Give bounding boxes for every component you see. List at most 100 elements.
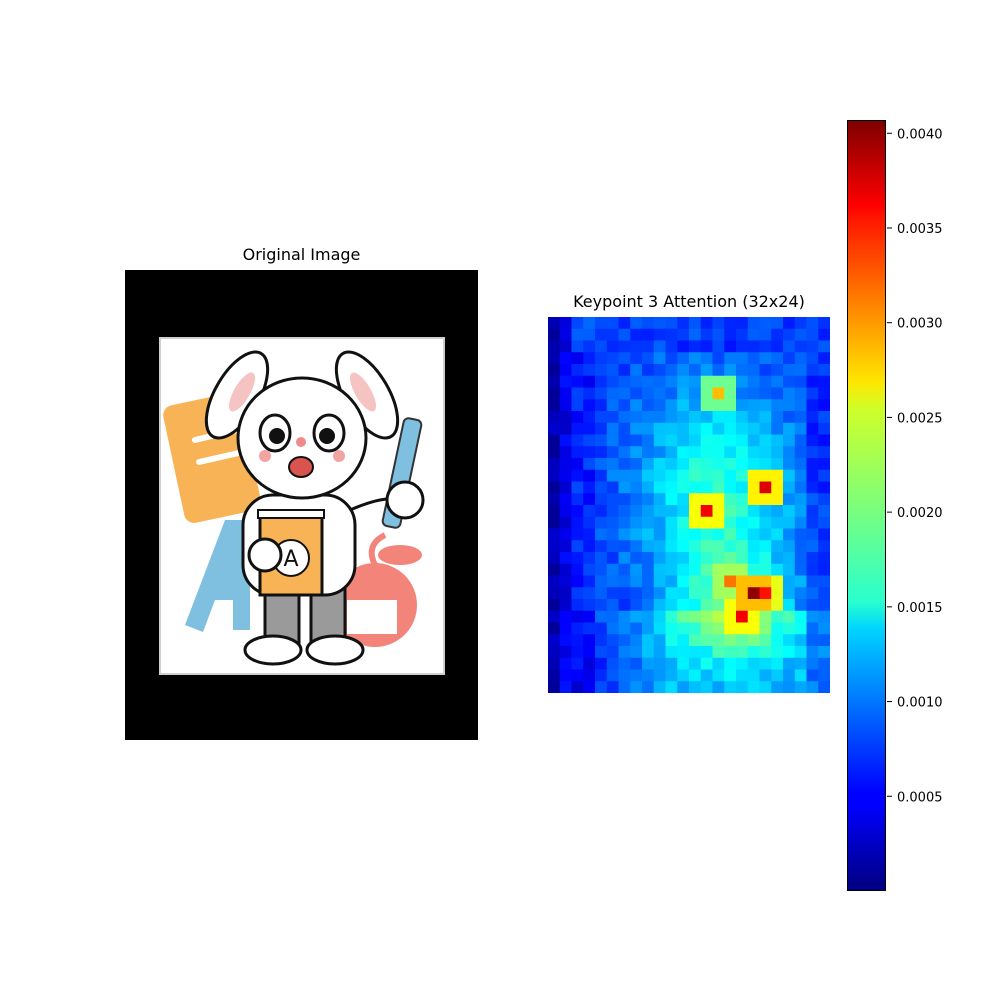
colorbar-tick-label: 0.0030 <box>897 317 943 332</box>
heatmap-cell <box>559 364 573 377</box>
heatmap-cell <box>712 493 725 506</box>
heatmap-cell <box>548 610 561 624</box>
heatmap-cell <box>630 599 643 612</box>
heatmap-cell <box>559 563 573 577</box>
heatmap-cell <box>794 599 808 612</box>
heatmap-cell <box>677 387 690 400</box>
heatmap-cell <box>783 422 796 436</box>
heatmap-cell <box>618 364 631 377</box>
heatmap-cell <box>794 434 808 447</box>
heatmap-cell <box>794 669 808 682</box>
colorbar-tick-label: 0.0015 <box>897 601 943 616</box>
heatmap-cell <box>630 540 643 553</box>
heatmap-cell <box>559 669 573 682</box>
heatmap-cell <box>806 317 819 330</box>
heatmap-cell <box>771 340 784 353</box>
heatmap-cell <box>794 317 808 330</box>
heatmap-cell <box>642 352 655 365</box>
heatmap-cell <box>712 340 725 353</box>
heatmap-cell <box>747 657 761 671</box>
heatmap-cell <box>806 481 819 494</box>
heatmap-cell <box>747 399 761 412</box>
heatmap-cell <box>747 375 761 389</box>
heatmap-cell <box>724 587 737 600</box>
heatmap-cell <box>665 587 678 600</box>
heatmap-cell <box>712 575 725 588</box>
heatmap-cell <box>736 375 749 389</box>
heatmap-cell <box>759 540 772 553</box>
heatmap-cell <box>583 469 596 483</box>
heatmap-cell <box>759 446 772 459</box>
heatmap-cell <box>665 505 678 518</box>
heatmap-cell <box>548 317 561 330</box>
colorbar-tick-label: 0.0035 <box>897 222 943 237</box>
heatmap-cell <box>747 575 761 588</box>
heatmap-cell <box>618 681 631 693</box>
heatmap-cell <box>759 552 772 565</box>
heatmap-cell <box>771 481 784 494</box>
heatmap-cell <box>689 681 702 693</box>
heatmap-cell <box>642 599 655 612</box>
heatmap-cell <box>759 422 772 436</box>
heatmap-cell <box>642 505 655 518</box>
heatmap-cell <box>689 552 702 565</box>
heatmap-cell <box>559 399 573 412</box>
heatmap-cell <box>677 599 690 612</box>
heatmap-cell <box>665 540 678 553</box>
heatmap-cell <box>606 528 620 541</box>
heatmap-cell <box>724 540 737 553</box>
heatmap-cell <box>712 599 725 612</box>
heatmap-cell <box>806 528 819 541</box>
heatmap-cell <box>618 505 631 518</box>
heatmap-cell <box>724 563 737 577</box>
original-image-title: Original Image <box>242 245 361 264</box>
heatmap-cell <box>724 411 737 424</box>
heatmap-cell <box>595 516 608 530</box>
heatmap-cell <box>583 411 596 424</box>
heatmap-cell <box>618 610 631 624</box>
heatmap-cell <box>642 493 655 506</box>
colorbar-tick-label: 0.0040 <box>897 127 943 142</box>
heatmap-cell <box>759 328 772 342</box>
heatmap-cell <box>736 399 749 412</box>
heatmap-cell <box>583 481 596 494</box>
heatmap-cell <box>665 399 678 412</box>
heatmap-cell <box>571 575 584 588</box>
heatmap-cell <box>618 422 631 436</box>
heatmap-cell <box>700 669 714 682</box>
heatmap-cell <box>583 610 596 624</box>
heatmap-cell <box>571 422 584 436</box>
heatmap-cell <box>677 434 690 447</box>
heatmap-cell <box>771 587 784 600</box>
heatmap-cell <box>747 669 761 682</box>
heatmap-cell <box>771 528 784 541</box>
heatmap-cell <box>665 364 678 377</box>
heatmap-cell <box>665 657 678 671</box>
heatmap-cell <box>794 422 808 436</box>
heatmap-cell <box>736 681 749 693</box>
heatmap-cell <box>642 458 655 471</box>
heatmap-cell <box>736 364 749 377</box>
heatmap-cell <box>712 422 725 436</box>
heatmap-cell <box>736 446 749 459</box>
heatmap-cell <box>771 411 784 424</box>
heatmap-cell <box>665 375 678 389</box>
heatmap-cell <box>794 528 808 541</box>
heatmap-cell <box>818 399 830 412</box>
heatmap-cell <box>618 646 631 659</box>
heatmap-cell <box>783 352 796 365</box>
heatmap-cell <box>653 340 667 353</box>
heatmap-cell <box>736 458 749 471</box>
heatmap-cell <box>559 458 573 471</box>
heatmap-cell <box>571 364 584 377</box>
heatmap-cell <box>595 528 608 541</box>
heatmap-cell <box>747 328 761 342</box>
heatmap-cell <box>783 634 796 647</box>
heatmap-cell <box>689 458 702 471</box>
heatmap-cell <box>818 587 830 600</box>
heatmap-cell <box>806 446 819 459</box>
heatmap-cell <box>700 516 714 530</box>
heatmap-cell <box>700 387 714 400</box>
heatmap-cell <box>618 352 631 365</box>
heatmap-cell <box>606 563 620 577</box>
